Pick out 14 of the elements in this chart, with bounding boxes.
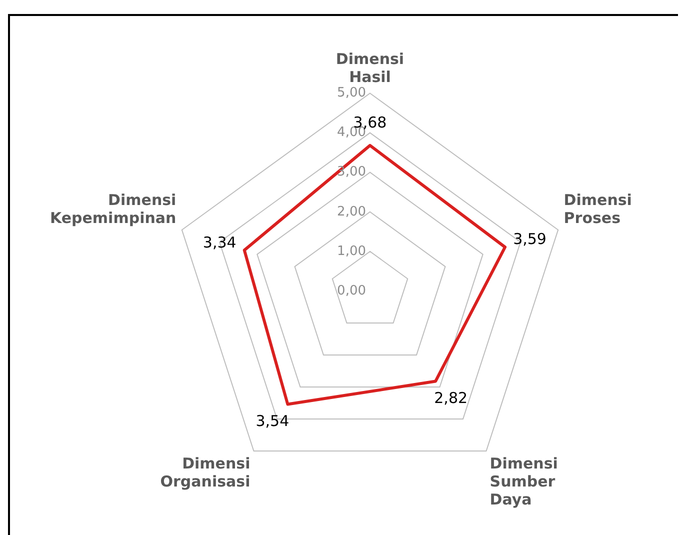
spoke-label: Dimensi Hasil bbox=[336, 50, 404, 86]
y-tick-label: 0,00 bbox=[337, 283, 366, 298]
data-label: 3,59 bbox=[513, 230, 546, 248]
y-tick-label: 1,00 bbox=[337, 244, 366, 259]
y-tick-label: 2,00 bbox=[337, 204, 366, 220]
spoke-label: Dimensi Kepemimpinan bbox=[50, 190, 176, 227]
data-label: 3,54 bbox=[256, 412, 290, 430]
spoke-label: Dimensi Organisasi bbox=[160, 454, 250, 491]
data-label: 2,82 bbox=[434, 388, 468, 407]
data-label: 3,34 bbox=[202, 233, 236, 252]
spoke-label: Dimensi Proses bbox=[564, 190, 632, 227]
spoke-label: Dimensi Sumber Daya bbox=[490, 454, 558, 509]
y-tick-label: 5,00 bbox=[337, 86, 366, 101]
y-tick-label: 3,00 bbox=[337, 164, 366, 180]
